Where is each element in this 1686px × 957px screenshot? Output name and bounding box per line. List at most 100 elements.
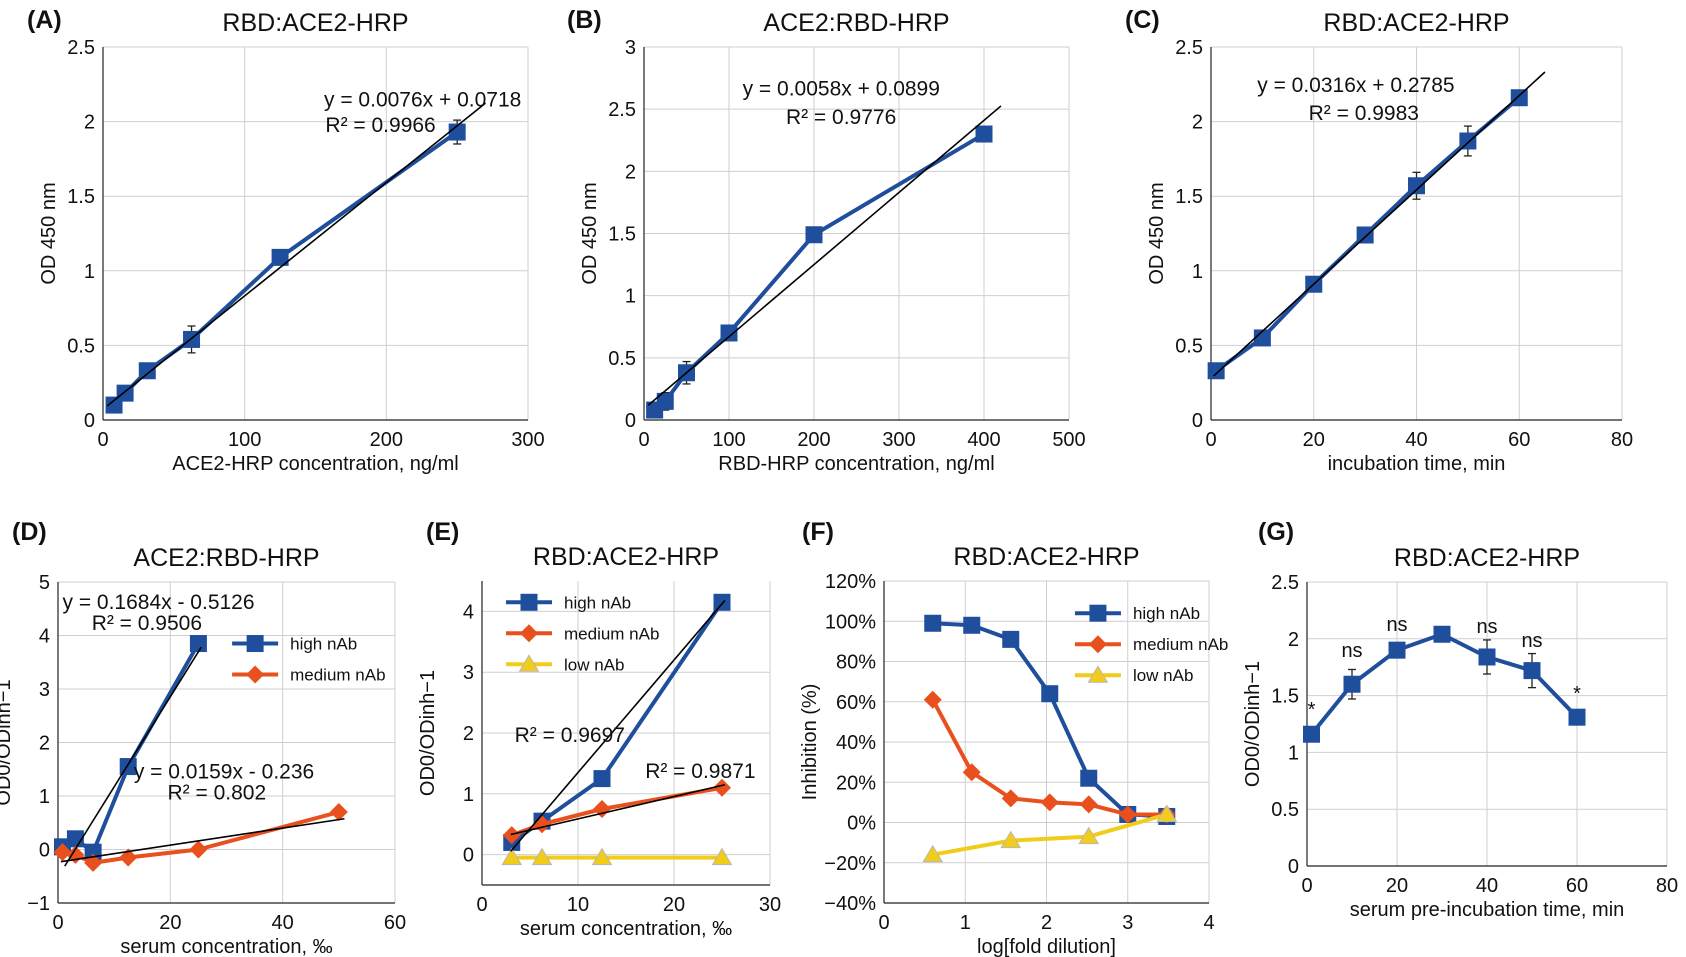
data-point: [189, 840, 208, 859]
y-tick-label: 80%: [836, 652, 876, 674]
x-tick-label: 40: [1405, 429, 1427, 451]
data-point: [656, 392, 674, 410]
x-tick-label: 500: [1052, 429, 1085, 451]
trendline: [64, 646, 202, 867]
panel-label: (F): [802, 518, 834, 546]
legend-label: low nAb: [564, 655, 624, 674]
chart-title: RBD:ACE2-HRP: [533, 543, 719, 571]
y-axis-label: OD0/ODinh−1: [417, 670, 439, 796]
y-tick-label: 1.5: [1175, 186, 1203, 208]
y-tick-label: 1: [625, 286, 636, 308]
x-tick-label: 0: [1205, 429, 1216, 451]
data-point: [1459, 132, 1477, 150]
data-point: [805, 226, 823, 244]
y-tick-label: 2: [463, 723, 474, 745]
fit-annotation: R² = 0.9776: [786, 106, 896, 129]
data-point: [1002, 630, 1020, 648]
x-tick-label: 20: [1303, 429, 1325, 451]
y-axis-label: Inhibition (%): [799, 684, 821, 801]
x-tick-label: 200: [370, 429, 403, 451]
x-tick-label: 0: [1301, 875, 1312, 897]
panel-c: 0 0.5 1 1.5 2 2.5 0 20 40 60 80 RBD:ACE2-HRP (C) incu…: [1125, 6, 1633, 475]
x-tick-label: 0: [878, 912, 889, 934]
x-tick-label: 1: [960, 912, 971, 934]
panel-label: (G): [1258, 518, 1294, 546]
data-point: [1433, 625, 1451, 643]
data-point: [924, 614, 942, 632]
x-axis-label: incubation time, min: [1328, 453, 1506, 475]
y-tick-label: 1: [1288, 742, 1299, 764]
x-tick-label: 0: [97, 429, 108, 451]
series-line-medium-nab: [511, 785, 723, 838]
data-point: [501, 847, 523, 866]
y-tick-label: 0.5: [1271, 799, 1299, 821]
data-point: [713, 778, 731, 797]
x-tick-label: 2: [1041, 912, 1052, 934]
x-tick-label: 200: [797, 429, 830, 451]
x-tick-label: 40: [272, 912, 294, 934]
data-point: [1001, 789, 1020, 808]
y-tick-label: 0.5: [1175, 335, 1203, 357]
legend: high nAb medium nAb: [232, 635, 386, 685]
y-tick-label: 120%: [825, 571, 876, 593]
data-point: [1080, 769, 1098, 787]
data-point: [1118, 805, 1137, 824]
series-line-low-nab: [932, 812, 1168, 857]
x-tick-label: 40: [1476, 875, 1498, 897]
x-axis-label: serum concentration, ‰: [520, 918, 732, 940]
x-tick-label: 60: [1508, 429, 1530, 451]
data-point: [502, 826, 521, 845]
y-axis-label: OD 450 nm: [579, 182, 601, 284]
chart-title: RBD:ACE2-HRP: [222, 9, 408, 37]
panel-label: (C): [1125, 6, 1160, 34]
x-axis-label: RBD-HRP concentration, ng/ml: [718, 453, 994, 475]
significance-label: ns: [1341, 640, 1362, 662]
legend-label: medium nAb: [290, 666, 385, 685]
data-point: [1408, 177, 1425, 195]
data-point: [119, 848, 138, 867]
legend: high nAb medium nAb low nAb: [1074, 604, 1228, 685]
x-tick-label: 300: [882, 429, 915, 451]
significance-label: ns: [1521, 630, 1542, 652]
y-tick-label: 20%: [836, 772, 876, 794]
x-axis-label: serum concentration, ‰: [120, 936, 332, 957]
significance-label: ns: [1476, 616, 1497, 638]
legend-marker: [246, 635, 264, 653]
series-line-high-nab: [61, 642, 201, 855]
y-axis-label: OD 450 nm: [1146, 182, 1168, 284]
legend-marker: [1088, 635, 1107, 654]
data-point: [975, 125, 993, 143]
data-point: [531, 847, 553, 866]
panel-label: (B): [567, 6, 602, 34]
trendline: [510, 599, 726, 852]
y-tick-label: 4: [463, 601, 474, 623]
data-point: [1079, 795, 1098, 814]
x-tick-label: 60: [384, 912, 406, 934]
y-tick-label: 0.5: [67, 335, 95, 357]
panel-e: 0 1 2 3 4 0 10 20 30 RBD:ACE2-HRP (E) serum concent…: [417, 518, 781, 940]
significance-label: ns: [1386, 614, 1407, 636]
y-tick-label: 0: [625, 410, 636, 432]
trendline: [60, 817, 345, 863]
data-point: [593, 800, 611, 818]
y-tick-label: −1: [27, 893, 50, 915]
fit-annotation: R² = 0.9506: [92, 612, 202, 635]
data-point: [84, 853, 103, 872]
data-point: [1040, 793, 1059, 812]
x-tick-label: 80: [1656, 875, 1678, 897]
y-tick-label: 0: [84, 410, 95, 432]
legend-marker: [520, 624, 538, 643]
panel-g: 0 0.5 1 1.5 2 2.5 0 20 40 60 80 RBD:ACE2-HRP (G) seru…: [1242, 518, 1678, 921]
data-point: [329, 803, 348, 822]
y-tick-label: 0: [1288, 856, 1299, 878]
trendline: [1213, 71, 1546, 377]
trendline: [510, 783, 726, 836]
x-axis-label: log[fold dilution]: [977, 936, 1116, 957]
fit-annotation: R² = 0.9871: [645, 760, 755, 783]
x-axis-label: serum pre-incubation time, min: [1350, 899, 1625, 921]
x-tick-label: 3: [1122, 912, 1133, 934]
data-point: [271, 248, 289, 266]
y-tick-label: 1.5: [67, 186, 95, 208]
data-point: [1356, 226, 1374, 244]
